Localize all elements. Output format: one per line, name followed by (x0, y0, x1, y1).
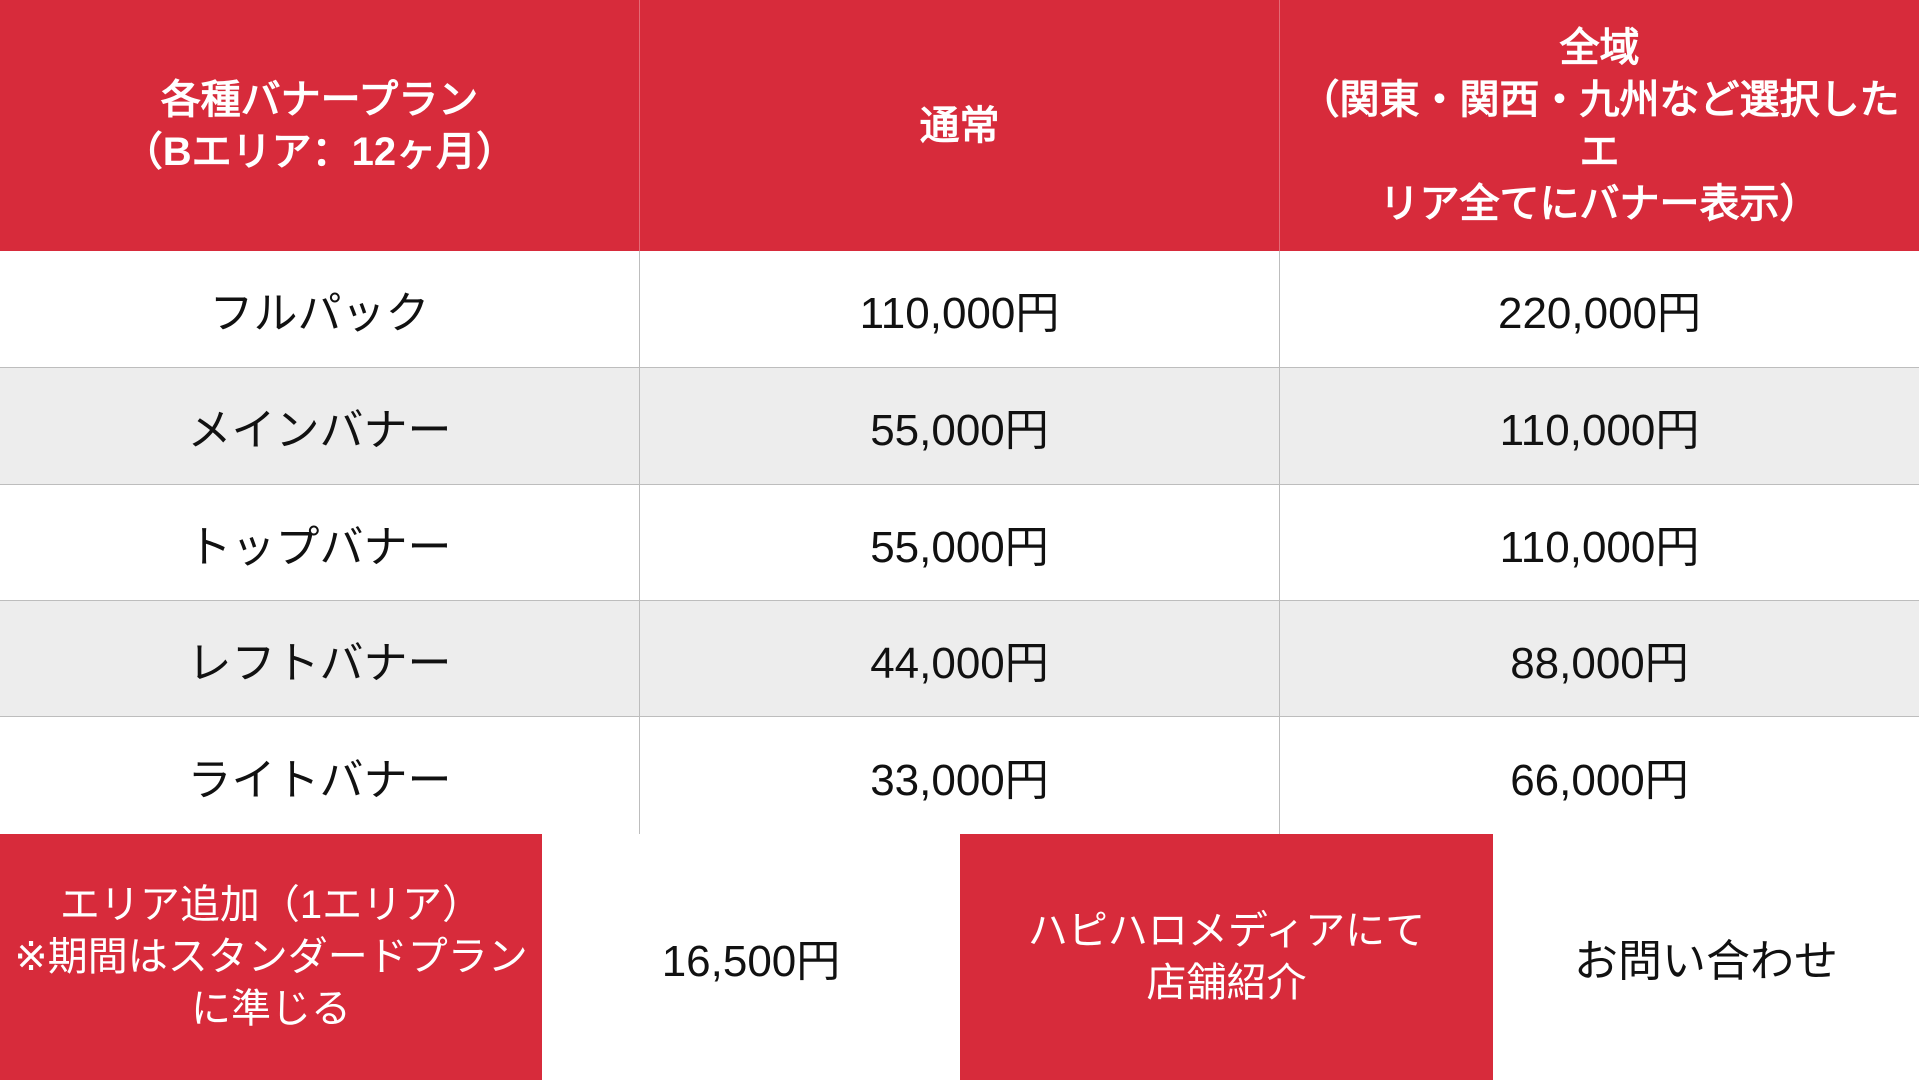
table-cell-normal: 33,000円 (639, 716, 1279, 834)
table-cell-name: ライトバナー (0, 716, 639, 834)
table-cell-all: 88,000円 (1279, 600, 1919, 716)
table-cell-normal: 44,000円 (639, 600, 1279, 716)
table-cell-all: 110,000円 (1279, 484, 1919, 600)
table-cell-name: フルパック (209, 289, 430, 338)
area-add-label: エリア追加（1エリア） ※期間はスタンダードプラン に準じる (0, 834, 542, 1080)
header-normal: 通常 (639, 0, 1279, 251)
store-intro-label: ハピハロメディアにて 店舗紹介 (960, 834, 1493, 1080)
area-add-price: 16,500円 (661, 937, 841, 986)
store-intro-price: お問い合わせ (1574, 937, 1838, 986)
table-cell-name: メインバナー (0, 367, 639, 484)
table-cell-all: 66,000円 (1279, 716, 1919, 834)
table-cell-all: 110,000円 (1279, 367, 1919, 484)
header-all: 全域 （関東・関西・九州など選択したエ リア全てにバナー表示） (1279, 0, 1919, 251)
header-plan: 各種バナープラン （Bエリア：12ヶ月） (0, 0, 639, 251)
table-cell-all: 220,000円 (1279, 251, 1919, 367)
table-cell-name: トップバナー (0, 484, 639, 600)
table-cell-normal: 55,000円 (639, 367, 1279, 484)
table-cell-normal: 55,000円 (639, 484, 1279, 600)
table-cell-normal: 110,000円 (639, 251, 1279, 367)
table-cell-name: レフトバナー (0, 600, 639, 716)
